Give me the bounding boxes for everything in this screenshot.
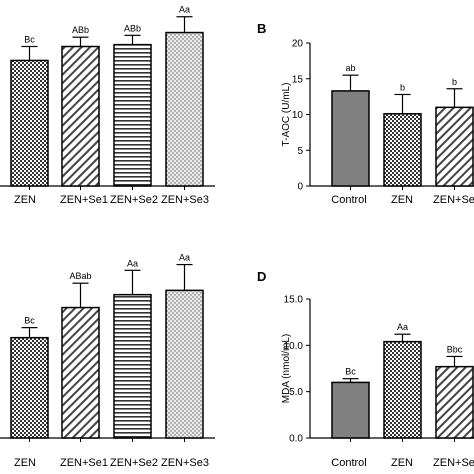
y-tick-label: 5.0 (289, 387, 303, 398)
chart-panel-top-left: Bc ZEN ABb ZEN+Se1 ABb ZEN+Se2 Aa ZEN+Se3 (0, 5, 215, 206)
category-label: ZEN (391, 194, 413, 206)
category-label: ZEN (14, 194, 36, 206)
y-tick-label: 20 (292, 39, 304, 50)
significance-label: ab (345, 63, 355, 73)
y-tick-label: 15 (292, 74, 304, 85)
bar (435, 365, 474, 439)
significance-label: b (400, 82, 405, 92)
significance-label: Aa (397, 322, 408, 332)
category-label: ZEN (391, 457, 413, 469)
category-label: ZEN+Se3 (161, 194, 209, 206)
significance-label: Bc (24, 316, 35, 326)
bar (383, 113, 422, 187)
y-axis-label: MDA (nmol/mL) (281, 334, 292, 403)
bar (113, 43, 152, 187)
category-label: ZEN+Se (433, 194, 474, 206)
bar (435, 106, 474, 187)
bar (331, 90, 370, 187)
significance-label: Bbc (447, 344, 463, 354)
panel-letter: B (257, 21, 266, 36)
bar (331, 381, 370, 439)
category-label: ZEN+Se (433, 457, 474, 469)
y-tick-label: 0 (297, 182, 303, 193)
bar (383, 340, 422, 439)
significance-label: Bc (24, 35, 35, 45)
category-label: ZEN (14, 457, 36, 469)
bar (113, 293, 152, 439)
y-tick-label: 10.0 (284, 341, 304, 352)
chart-panel-d: D 0.0 5.0 10.0 15.0 MDA (nmol/mL) Bc Control Aa Z… (257, 269, 474, 469)
bar (165, 31, 204, 187)
significance-label: ABb (124, 23, 141, 33)
bar (10, 59, 49, 187)
y-tick-label: 0.0 (289, 434, 303, 445)
y-tick-label: 5 (297, 146, 303, 157)
category-label: Control (331, 457, 366, 469)
category-label: ZEN+Se1 (60, 194, 108, 206)
category-label: ZEN+Se3 (161, 457, 209, 469)
category-label: ZEN+Se1 (60, 457, 108, 469)
category-label: ZEN+Se2 (110, 194, 158, 206)
category-label: ZEN+Se2 (110, 457, 158, 469)
panel-letter: D (257, 269, 266, 284)
significance-label: b (452, 77, 457, 87)
significance-label: ABb (72, 25, 89, 35)
bar (10, 336, 49, 439)
significance-label: Bc (345, 367, 356, 377)
category-label: Control (331, 194, 366, 206)
chart-panel-b: B 0 5 10 15 20 T-AOC (U/mL) ab Control b ZEN b ZEN+S… (257, 21, 474, 206)
significance-label: Aa (179, 253, 190, 263)
significance-label: Aa (127, 258, 138, 268)
significance-label: ABab (69, 271, 91, 281)
bar (165, 289, 204, 439)
chart-panel-bottom-left: Bc ZEN ABab ZEN+Se1 Aa ZEN+Se2 Aa ZEN+Se3 (0, 253, 215, 469)
bar (61, 45, 100, 187)
y-axis-label: T-AOC (U/mL) (281, 83, 292, 147)
bar (61, 306, 100, 439)
y-tick-label: 10 (292, 110, 304, 121)
y-tick-label: 15.0 (284, 295, 304, 306)
significance-label: Aa (179, 5, 190, 15)
